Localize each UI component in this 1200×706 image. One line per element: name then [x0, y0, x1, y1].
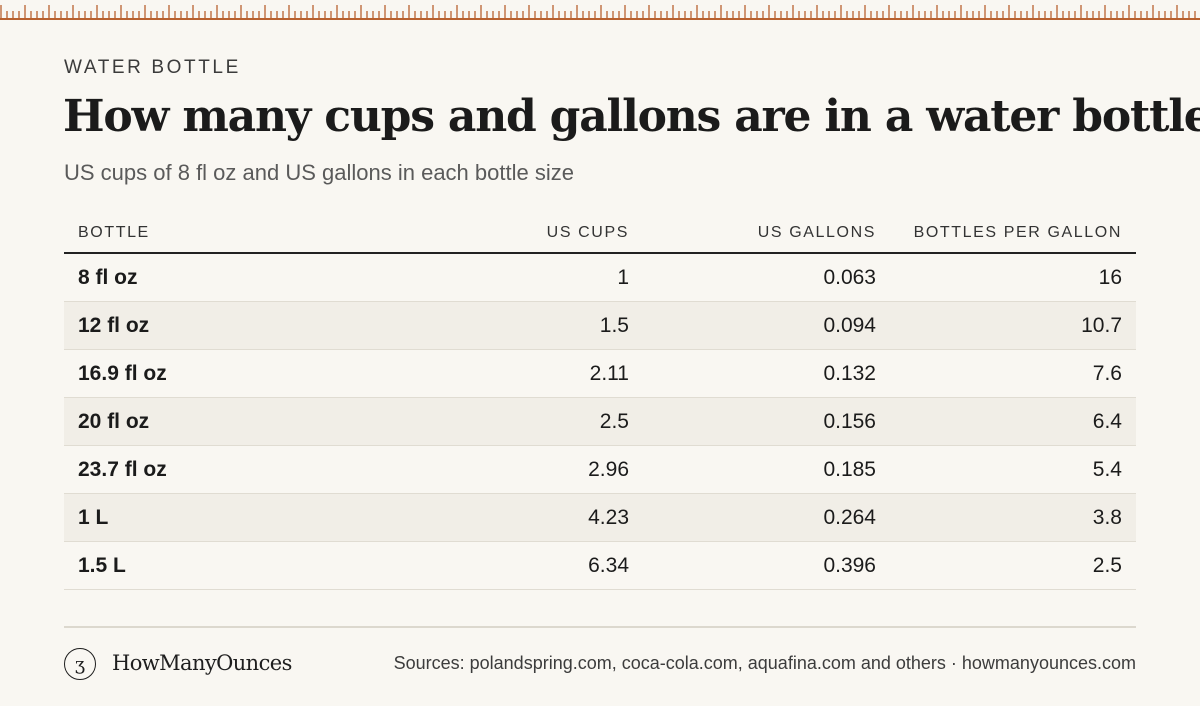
bottle-cell: 8 fl oz	[64, 253, 370, 302]
us-cups-cell: 6.34	[370, 541, 643, 590]
us-cups-cell: 2.96	[370, 445, 643, 494]
us-gallons-cell: 0.063	[643, 253, 890, 302]
us-cups-cell: 4.23	[370, 493, 643, 542]
table-row: 20 fl oz 2.5 0.156 6.4	[64, 397, 1136, 446]
us-cups-cell: 1.5	[370, 301, 643, 350]
footer-divider	[64, 626, 1136, 628]
us-gallons-cell: 0.132	[643, 349, 890, 398]
table-row: 23.7 fl oz 2.96 0.185 5.4	[64, 445, 1136, 494]
bottle-cell: 20 fl oz	[64, 397, 370, 446]
bottles-per-gallon-cell: 5.4	[890, 445, 1136, 494]
bottle-cell: 23.7 fl oz	[64, 445, 370, 494]
sources-note: Sources: polandspring.com, coca-cola.com…	[393, 653, 1136, 673]
column-header-bottles-per-gallon: BOTTLES PER GALLON	[890, 214, 1136, 254]
table-header-row: BOTTLE US CUPS US GALLONS BOTTLES PER GA…	[64, 214, 1136, 254]
table-row: 1 L 4.23 0.264 3.8	[64, 493, 1136, 542]
column-header-us-gallons: US GALLONS	[643, 214, 890, 254]
column-header-us-cups: US CUPS	[370, 214, 643, 254]
bottles-per-gallon-cell: 7.6	[890, 349, 1136, 398]
us-cups-cell: 2.11	[370, 349, 643, 398]
bottles-per-gallon-cell: 2.5	[890, 541, 1136, 590]
ruler-decoration	[0, 5, 1200, 20]
bottle-cell: 12 fl oz	[64, 301, 370, 350]
us-cups-cell: 2.5	[370, 397, 643, 446]
us-gallons-cell: 0.185	[643, 445, 890, 494]
table-row: 12 fl oz 1.5 0.094 10.7	[64, 301, 1136, 350]
table-row: 16.9 fl oz 2.11 0.132 7.6	[64, 349, 1136, 398]
column-header-bottle: BOTTLE	[64, 214, 370, 254]
page-title: How many cups and gallons are in a water…	[63, 91, 1200, 142]
bottles-per-gallon-cell: 6.4	[890, 397, 1136, 446]
bottles-per-gallon-cell: 3.8	[890, 493, 1136, 542]
bottles-per-gallon-cell: 16	[890, 253, 1136, 302]
us-gallons-cell: 0.094	[643, 301, 890, 350]
us-cups-cell: 1	[370, 253, 643, 302]
logo-glyph: ʒ	[74, 653, 86, 675]
table-row: 8 fl oz 1 0.063 16	[64, 253, 1136, 302]
bottles-per-gallon-cell: 10.7	[890, 301, 1136, 350]
us-gallons-cell: 0.264	[643, 493, 890, 542]
us-gallons-cell: 0.396	[643, 541, 890, 590]
us-gallons-cell: 0.156	[643, 397, 890, 446]
table-row: 1.5 L 6.34 0.396 2.5	[64, 541, 1136, 590]
category-label: WATER BOTTLE	[64, 57, 241, 78]
bottle-cell: 1.5 L	[64, 541, 370, 590]
ounce-logo-icon: ʒ	[64, 648, 96, 680]
bottle-cell: 1 L	[64, 493, 370, 542]
data-table: BOTTLE US CUPS US GALLONS BOTTLES PER GA…	[64, 214, 1136, 590]
page-subtitle: US cups of 8 fl oz and US gallons in eac…	[64, 160, 574, 185]
bottle-cell: 16.9 fl oz	[64, 349, 370, 398]
brand-logo-text: HowManyOunces	[112, 651, 292, 675]
